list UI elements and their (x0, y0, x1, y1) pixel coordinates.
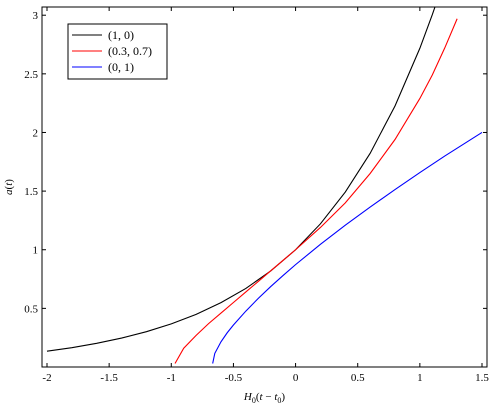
y-axis-title: a(t) (3, 179, 15, 195)
x-tick-label: 0.5 (351, 372, 365, 384)
x-tick-label: 1 (417, 372, 423, 384)
y-tick-label: 0.5 (24, 303, 38, 315)
y-tick-label: 2 (33, 127, 39, 139)
plot-frame (41, 6, 488, 368)
x-tick-label: -1.5 (100, 372, 118, 384)
series-line (46, 7, 436, 352)
x-tick-label: -1 (167, 372, 176, 384)
x-axis-title: H0(t − t0) (243, 391, 285, 405)
legend-label: (0, 1) (108, 60, 134, 74)
legend: (1, 0) (0.3, 0.7) (0, 1) (67, 23, 168, 80)
x-tick-label: 0 (293, 372, 299, 384)
series-lines (46, 7, 483, 364)
y-tick-label: 1 (33, 245, 39, 257)
x-tick-label: -0.5 (225, 372, 243, 384)
x-axis-ticks: -2 -1.5 -1 -0.5 0 0.5 1 1.5 (42, 7, 489, 384)
y-tick-label: 3 (33, 10, 39, 22)
y-axis-ticks: 0.5 1 1.5 2 2.5 3 (24, 10, 487, 315)
legend-label: (0.3, 0.7) (108, 44, 152, 58)
x-tick-label: -2 (42, 372, 51, 384)
series-line (174, 18, 458, 364)
y-tick-label: 2.5 (24, 69, 38, 81)
series-line (212, 132, 483, 364)
y-tick-label: 1.5 (24, 186, 38, 198)
legend-label: (1, 0) (108, 28, 134, 42)
x-tick-label: 1.5 (475, 372, 489, 384)
